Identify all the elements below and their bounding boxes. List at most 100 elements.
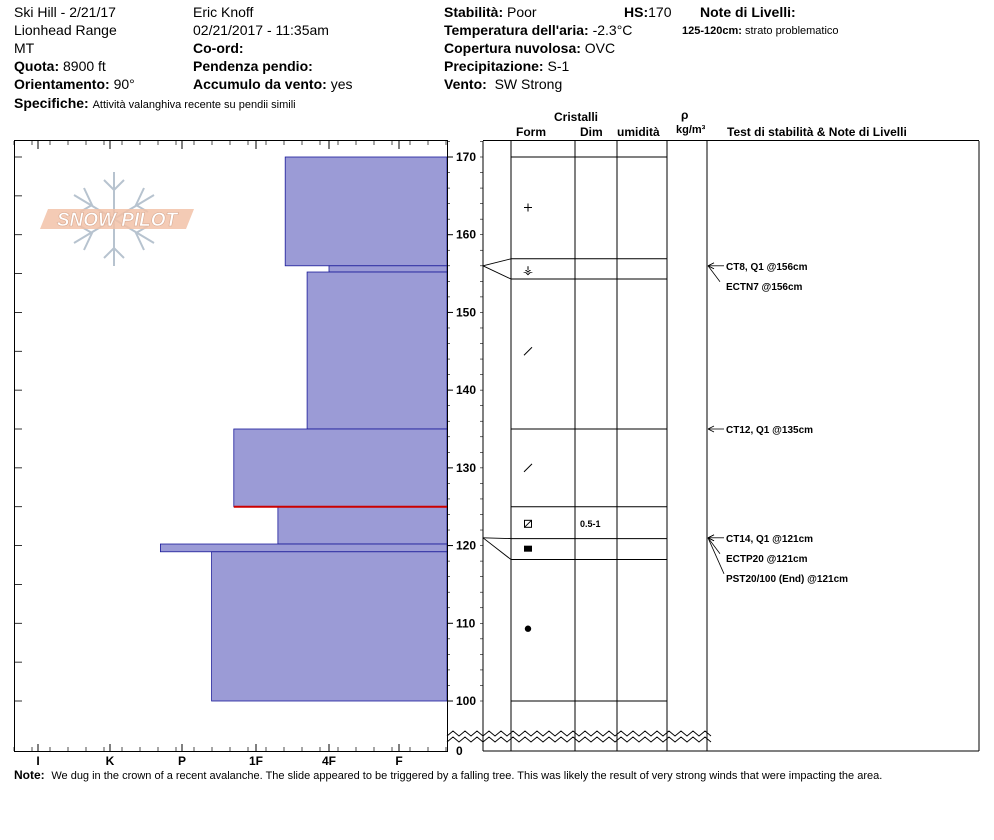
hardness-tick-label: P (178, 754, 186, 768)
specifiche-row: Specifiche: Attività valanghiva recente … (14, 95, 296, 112)
height-tick-label: 160 (456, 228, 476, 242)
vento-label: Vento: (444, 76, 487, 92)
observer-name: Eric Knoff (193, 4, 254, 20)
logo-text: SNOW PILOT (57, 210, 179, 231)
height-tick-label: 110 (456, 616, 476, 630)
layer-bar (211, 551, 448, 702)
grain-symbol (524, 203, 532, 212)
grain-symbol (524, 545, 532, 552)
temp-value: -2.3°C (592, 22, 633, 38)
axis-break-zigzag (446, 730, 712, 737)
profile-title: Ski Hill - 2/21/17 (14, 4, 116, 20)
grain-symbol (524, 625, 532, 632)
layer-connector (482, 258, 512, 267)
temp-row: Temperatura dell'aria: -2.3°C (444, 22, 632, 38)
hs-value: 170 (648, 4, 672, 20)
precip-row: Precipitazione: S-1 (444, 58, 569, 74)
range-name: Lionhead Range (14, 22, 117, 38)
height-tick-label: 120 (456, 539, 476, 553)
height-tick-label: 100 (456, 694, 476, 708)
axis-break-zigzag (446, 736, 712, 743)
specifiche-label: Specifiche: (14, 95, 89, 111)
layer-bar (277, 506, 448, 545)
hardness-tick-label: 1F (249, 754, 263, 768)
test-pointer (707, 537, 725, 574)
hardness-tick-label: I (36, 754, 39, 768)
stability-test-label: CT14, Q1 @121cm (726, 534, 813, 545)
layer-bars (159, 156, 448, 702)
layer-bar (159, 543, 448, 553)
stability-test-label: CT8, Q1 @156cm (726, 262, 808, 273)
snowpilot-logo: SNOW PILOT (40, 172, 194, 266)
footer-note: Note: We dug in the crown of a recent av… (14, 767, 882, 784)
accumulo-label: Accumulo da vento: (193, 76, 327, 92)
test-arrowhead (707, 262, 715, 270)
note-livelli-range: 125-120cm: (682, 25, 742, 37)
coord-label: Co-ord: (193, 40, 244, 56)
observation-datetime: 02/21/2017 - 11:35am (193, 22, 329, 38)
stability-test-label: ECTP20 @121cm (726, 554, 808, 565)
layer-bar (284, 156, 448, 267)
hardness-tick-label: F (395, 754, 402, 768)
vento-row: Vento: SW Strong (444, 76, 562, 92)
note-text: We dug in the crown of a recent avalanch… (51, 770, 883, 782)
quota-value: 8900 ft (63, 58, 106, 74)
test-arrowhead (707, 425, 715, 433)
hs-row: HS:170 (624, 4, 671, 20)
precip-value: S-1 (547, 58, 570, 74)
height-tick-label: 170 (456, 150, 476, 164)
hardness-tick-label: 4F (322, 754, 336, 768)
note-livelli-row: 125-120cm: strato problematico (682, 25, 839, 38)
coord-row: Co-ord: (193, 40, 244, 56)
note-label: Note: (14, 768, 45, 782)
stabilita-label: Stabilità: (444, 4, 504, 20)
precip-label: Precipitazione: (444, 58, 544, 74)
chart-frames: I K P 1F 4F F 100 110 120 130 140 150 160 170 0 ⚶ 0.5-1 C… (13, 140, 980, 768)
grain-symbol (523, 463, 533, 473)
stability-test-label: ECTN7 @156cm (726, 282, 803, 293)
layer-bar (233, 428, 448, 508)
grain-symbol (524, 519, 532, 528)
layer-connector (482, 265, 512, 280)
height-tick-label: 150 (456, 305, 476, 319)
specifiche-value: Attività valanghiva recente su pendii si… (92, 99, 296, 111)
accumulo-row: Accumulo da vento: yes (193, 76, 352, 92)
note-livelli-text: strato problematico (745, 25, 839, 37)
density-unit-header: kg/m³ (676, 124, 706, 136)
logo-banner (40, 209, 194, 229)
copertura-value: OVC (584, 40, 616, 56)
test-pointer (707, 537, 721, 555)
grain-symbol (523, 346, 533, 356)
height-zero-label: 0 (456, 744, 463, 758)
stability-test-label: CT12, Q1 @135cm (726, 425, 813, 436)
orient-row: Orientamento: 90° (14, 76, 135, 92)
tests-header: Test di stabilità & Note di Livelli (727, 125, 907, 139)
rho-header: ρ (681, 108, 689, 122)
hs-label: HS: (624, 4, 649, 20)
accumulo-value: yes (330, 76, 353, 92)
layer-bar (328, 265, 448, 273)
height-tick-label: 140 (456, 383, 476, 397)
umidita-header: umidità (617, 125, 660, 139)
cristalli-header: Cristalli (554, 110, 599, 124)
layer-bar (306, 271, 448, 430)
copertura-row: Copertura nuvolosa: OVC (444, 40, 615, 56)
test-pointer (707, 265, 721, 283)
form-header: Form (516, 125, 546, 139)
pendenza-label: Pendenza pendio: (193, 58, 313, 74)
quota-label: Quota: (14, 58, 60, 74)
quota-row: Quota: 8900 ft (14, 58, 106, 74)
grain-symbol (524, 519, 532, 528)
layer-connector (482, 537, 512, 560)
test-arrowhead (707, 534, 715, 542)
vento-value: SW Strong (494, 76, 563, 92)
dim-header: Dim (580, 125, 603, 139)
grain-symbol: ⚶ (523, 263, 533, 277)
temp-label: Temperatura dell'aria: (444, 22, 589, 38)
stabilita-row: Stabilità: Poor (444, 4, 537, 20)
hardness-tick-label: K (106, 754, 115, 768)
hardness-plot-frame (14, 140, 448, 752)
orient-label: Orientamento: (14, 76, 110, 92)
stability-test-label: PST20/100 (End) @121cm (726, 574, 848, 585)
